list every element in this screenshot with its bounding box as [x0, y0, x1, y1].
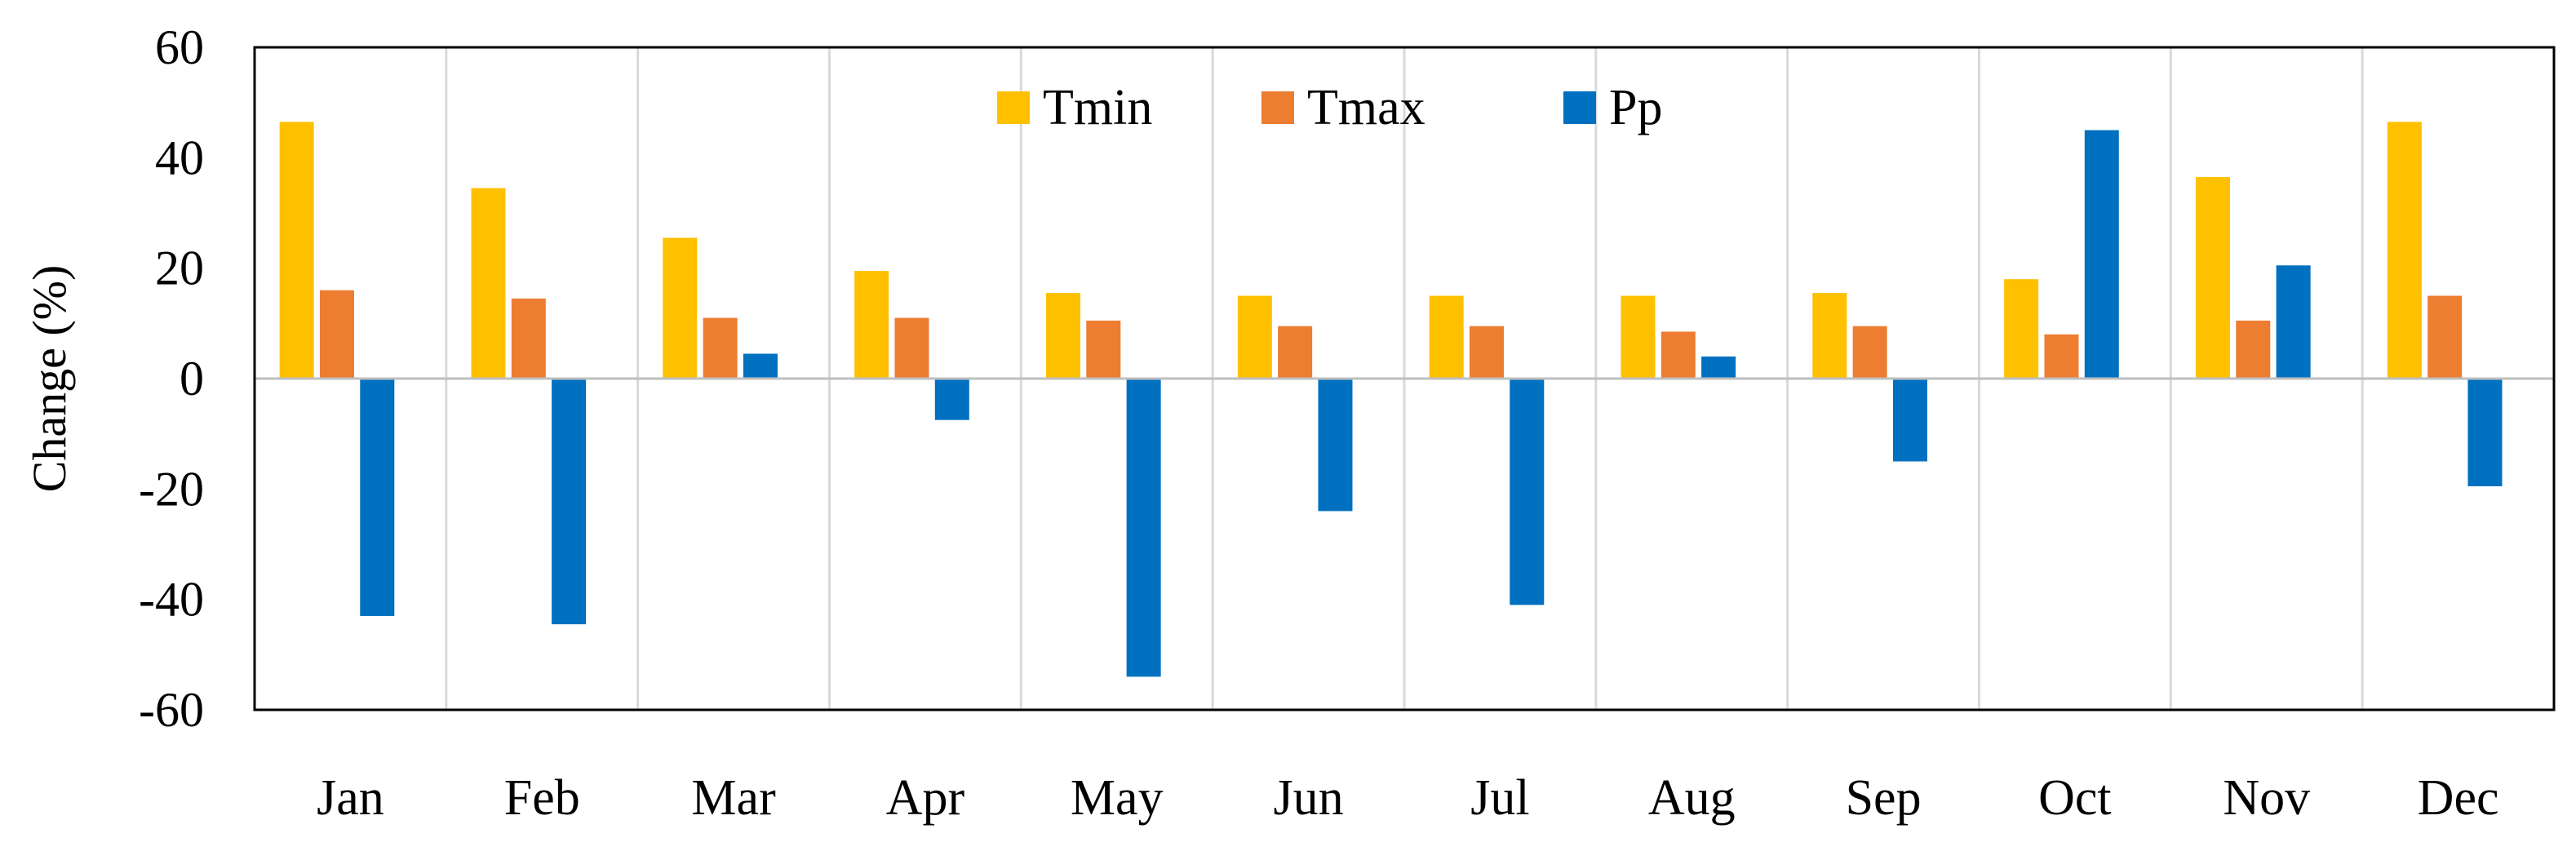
bar-tmax-mar: [703, 317, 738, 379]
bar-tmax-oct: [2044, 334, 2079, 379]
y-tick-label: 0: [180, 352, 204, 406]
x-tick-label-dec: Dec: [2418, 770, 2499, 826]
plot-frame: [253, 46, 2556, 711]
y-tick-label: -60: [139, 683, 204, 737]
bar-tmin-aug: [1621, 295, 1656, 379]
bar-tmin-may: [1045, 293, 1080, 379]
x-tick-label-oct: Oct: [2038, 770, 2112, 826]
y-tick-label: 20: [155, 242, 204, 295]
bar-tmax-apr: [894, 317, 929, 379]
bar-pp-jun: [1318, 379, 1353, 512]
x-tick-label-jun: Jun: [1274, 770, 1344, 826]
legend-label-tmin: Tmin: [1043, 80, 1152, 135]
bar-tmin-oct: [2004, 279, 2039, 379]
bar-pp-apr: [934, 379, 969, 420]
legend-label-pp: Pp: [1609, 80, 1662, 135]
bar-layer: [279, 122, 2503, 677]
bar-tmax-jul: [1469, 326, 1504, 379]
bar-tmax-jan: [319, 290, 354, 379]
y-tick-label: 60: [155, 20, 204, 74]
bar-pp-nov: [2276, 265, 2311, 379]
bar-tmin-apr: [854, 271, 889, 379]
bar-tmin-feb: [471, 188, 506, 379]
bar-tmin-jul: [1429, 295, 1464, 379]
bar-pp-feb: [552, 379, 587, 625]
bar-tmin-nov: [2195, 177, 2230, 379]
bar-pp-aug: [1701, 356, 1736, 379]
legend-swatch-pp: [1563, 91, 1596, 124]
legend-swatch-tmin: [997, 91, 1030, 124]
axis-layer: [253, 46, 2556, 711]
bar-tmax-feb: [511, 298, 546, 379]
bar-pp-mar: [743, 353, 778, 379]
x-tick-label-nov: Nov: [2223, 770, 2310, 826]
bar-pp-jul: [1510, 379, 1545, 605]
bar-pp-sep: [1892, 379, 1927, 462]
legend-swatch-tmax: [1261, 91, 1294, 124]
y-tick-label: -20: [139, 462, 204, 516]
label-layer: 60 40 20 0 -20 -40 -60 Jan Feb Mar Apr May Jun Jul Aug…: [23, 20, 2498, 826]
x-tick-label-feb: Feb: [504, 770, 580, 826]
bar-tmin-sep: [1812, 293, 1847, 379]
y-tick-label: 40: [155, 131, 204, 184]
bar-pp-may: [1126, 379, 1161, 677]
bar-tmax-aug: [1660, 331, 1696, 379]
bar-tmax-dec: [2427, 295, 2463, 379]
legend: Tmin Tmax Pp: [997, 80, 1662, 135]
bar-pp-dec: [2467, 379, 2503, 486]
bar-tmin-dec: [2387, 122, 2422, 379]
bar-tmin-jun: [1237, 295, 1272, 379]
bar-tmax-may: [1086, 320, 1121, 379]
bar-tmin-mar: [663, 237, 698, 379]
bar-tmin-jan: [279, 122, 314, 379]
bar-tmax-sep: [1852, 326, 1887, 379]
bar-pp-jan: [360, 379, 395, 616]
x-tick-label-jul: Jul: [1470, 770, 1529, 826]
x-tick-label-jan: Jan: [317, 770, 384, 826]
x-tick-label-aug: Aug: [1648, 770, 1736, 826]
bar-pp-oct: [2084, 130, 2119, 379]
bar-tmax-jun: [1278, 326, 1313, 379]
x-tick-label-sep: Sep: [1846, 770, 1922, 826]
x-tick-label-mar: Mar: [691, 770, 776, 826]
x-tick-label-apr: Apr: [886, 770, 965, 826]
y-tick-label: -40: [139, 573, 204, 627]
x-tick-label-may: May: [1071, 770, 1164, 826]
legend-label-tmax: Tmax: [1307, 80, 1425, 135]
y-axis-title: Change (%): [23, 265, 76, 493]
bar-tmax-nov: [2236, 320, 2271, 379]
